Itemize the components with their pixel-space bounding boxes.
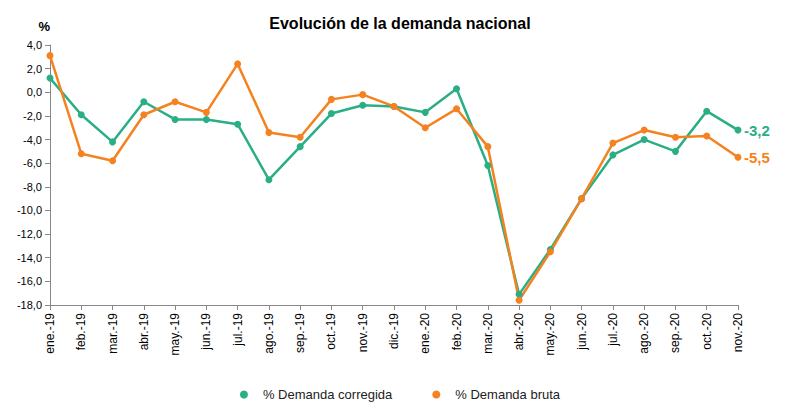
svg-text:% Demanda corregida: % Demanda corregida bbox=[263, 387, 393, 402]
svg-text:feb.-20: feb.-20 bbox=[450, 313, 464, 351]
svg-text:dic.-19: dic.-19 bbox=[387, 313, 401, 349]
svg-text:sep.-19: sep.-19 bbox=[293, 313, 307, 353]
svg-text:ene.-20: ene.-20 bbox=[418, 313, 432, 354]
svg-text:mar.-19: mar.-19 bbox=[106, 313, 120, 354]
svg-text:-16,0: -16,0 bbox=[17, 275, 42, 287]
svg-text:oct.-19: oct.-19 bbox=[324, 313, 338, 350]
svg-text:mar.-20: mar.-20 bbox=[481, 313, 495, 354]
svg-text:jun.-20: jun.-20 bbox=[575, 313, 589, 351]
svg-text:2,0: 2,0 bbox=[27, 63, 42, 75]
svg-text:-18,0: -18,0 bbox=[17, 299, 42, 311]
svg-text:-2,0: -2,0 bbox=[23, 110, 42, 122]
svg-text:abr.-20: abr.-20 bbox=[512, 313, 526, 351]
svg-text:% Demanda bruta: % Demanda bruta bbox=[455, 387, 561, 402]
svg-text:may.-20: may.-20 bbox=[543, 313, 557, 356]
svg-text:abr.-19: abr.-19 bbox=[137, 313, 151, 351]
svg-text:jul.-20: jul.-20 bbox=[606, 313, 620, 347]
svg-text:ene.-19: ene.-19 bbox=[43, 313, 57, 354]
svg-text:-5,5: -5,5 bbox=[744, 149, 770, 166]
svg-text:may.-19: may.-19 bbox=[168, 313, 182, 356]
svg-text:feb.-19: feb.-19 bbox=[74, 313, 88, 351]
svg-text:0,0: 0,0 bbox=[27, 86, 42, 98]
svg-text:Evolución de la demanda nacion: Evolución de la demanda nacional bbox=[269, 15, 530, 32]
svg-text:-14,0: -14,0 bbox=[17, 252, 42, 264]
svg-text:-4,0: -4,0 bbox=[23, 134, 42, 146]
svg-text:-6,0: -6,0 bbox=[23, 157, 42, 169]
svg-text:4,0: 4,0 bbox=[27, 39, 42, 51]
svg-text:nov.-19: nov.-19 bbox=[356, 313, 370, 352]
svg-text:-8,0: -8,0 bbox=[23, 181, 42, 193]
svg-text:%: % bbox=[38, 19, 50, 34]
svg-text:-3,2: -3,2 bbox=[744, 122, 770, 139]
svg-text:nov.-20: nov.-20 bbox=[731, 313, 745, 352]
svg-text:sep.-20: sep.-20 bbox=[668, 313, 682, 353]
svg-text:jun.-19: jun.-19 bbox=[199, 313, 213, 351]
svg-text:jul.-19: jul.-19 bbox=[231, 313, 245, 347]
svg-text:ago.-20: ago.-20 bbox=[637, 313, 651, 354]
svg-text:ago.-19: ago.-19 bbox=[262, 313, 276, 354]
svg-text:-12,0: -12,0 bbox=[17, 228, 42, 240]
svg-text:oct.-20: oct.-20 bbox=[700, 313, 714, 350]
svg-text:-10,0: -10,0 bbox=[17, 204, 42, 216]
